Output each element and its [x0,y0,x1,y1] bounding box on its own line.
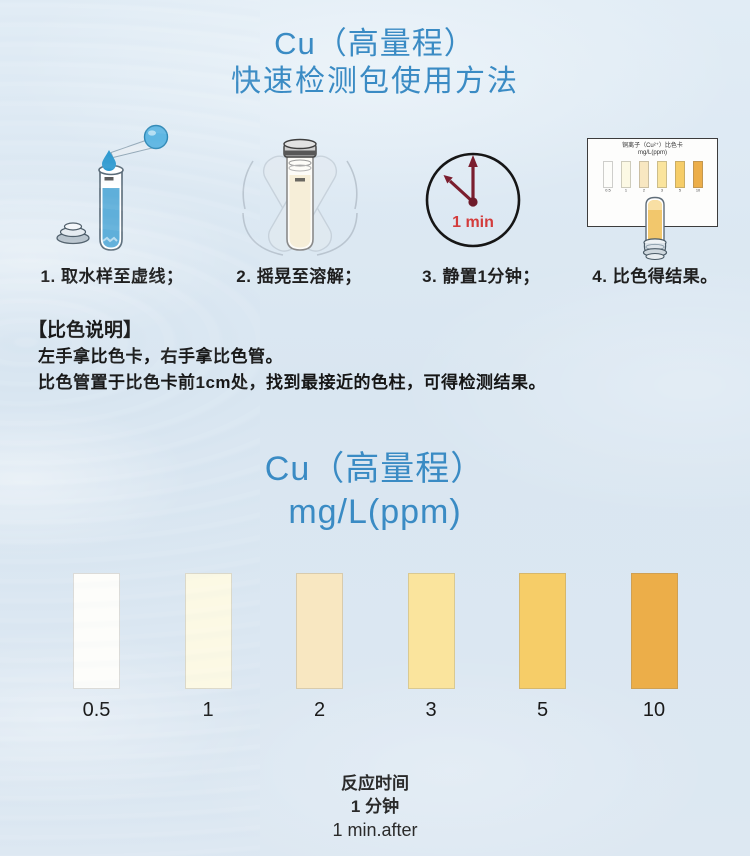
colorimetric-note: 【比色说明】 左手拿比色卡，右手拿比色管。 比色管置于比色卡前1cm处，找到最接… [28,318,728,396]
step-3-caption: 3. 静置1分钟； [422,267,540,286]
timer-duration-label: 1 min [452,214,494,231]
scale-swatch-2: 2 [296,573,343,722]
reaction-time-note: 反应时间 1 分钟 1 min.after [0,772,750,842]
step-1-caption: 1. 取水样至虚线； [40,267,184,286]
header-title-line2: 快速检测包使用方法 [231,65,519,98]
mini-swatch-label: 2 [642,189,645,193]
scale-title: Cu（高量程） mg/L(ppm) [0,448,750,534]
scale-swatch-1: 1 [184,573,232,722]
shake-tube-icon [242,138,358,256]
note-line-2: 比色管置于比色卡前1cm处，找到最接近的色柱，可得检测结果。 [38,373,547,392]
swatch-color [296,573,343,689]
scale-swatch-10: 10 [630,573,678,722]
swatch-label: 3 [425,699,437,721]
header-title: Cu（高量程） 快速检测包使用方法 [0,24,750,101]
mini-card-title-line2: mg/L(ppm) [637,150,667,156]
clock-hands [443,155,478,207]
scale-title-line1: Cu（高量程） [264,450,486,488]
scale-swatch-0.5: 0.5 [73,573,120,722]
mini-card-title-line1: 铜离子（Cu²⁺）比色卡 [622,143,683,149]
sample-dropper-tube-icon [56,124,169,251]
swatch-label: 2 [313,699,326,721]
step-2-caption: 2. 摇晃至溶解； [236,267,362,286]
swatch-color [519,573,566,689]
swatch-label: 10 [642,699,666,721]
comparison-tube-icon [642,196,668,261]
swatch-label: 1 [202,699,214,721]
mini-swatch [674,161,685,188]
mini-swatch-label: 1 [624,189,627,193]
mini-swatch [692,161,703,188]
water-drop-icon [102,150,116,171]
mini-swatch-row [588,161,717,188]
mini-swatch-label: 3 [660,189,663,193]
swatch-label: 0.5 [82,699,111,721]
capped-tube-icon [283,138,317,251]
shake-motion-arcs [242,160,358,256]
color-scale: 0.5 1 2 3 5 10 [0,573,750,722]
note-heading: 【比色说明】 [28,320,143,341]
mini-swatch [620,161,631,188]
swatch-color [407,573,455,689]
swatch-label: 5 [536,699,549,721]
fill-line-mark [104,177,114,181]
note-line-1: 左手拿比色卡，右手拿比色管。 [38,347,283,366]
mini-swatch-label: 10 [695,189,700,193]
tube-cap-icon [56,222,90,245]
reaction-time-en: 1 min.after [332,820,418,840]
fill-line-mark [295,178,305,182]
tube-cap-icon [642,238,668,261]
reaction-time-zh: 1 分钟 [350,797,400,816]
reaction-time-label: 反应时间 [341,774,409,793]
scale-swatch-3: 3 [407,573,455,722]
test-tube-icon [98,164,124,251]
scale-title-line2: mg/L(ppm) [288,493,462,531]
swatch-color [73,573,120,689]
step-4-caption: 4. 比色得结果。 [592,267,718,286]
swatch-color [630,573,678,689]
mini-swatch [656,161,667,188]
mini-swatch [602,161,613,188]
header-title-line1: Cu（高量程） [274,26,476,61]
swatch-color [184,573,232,689]
mini-swatch-label: 5 [678,189,681,193]
mini-label-row: 0.5 1 2 3 5 10 [588,189,717,195]
dropper-icon [110,124,169,159]
scale-swatch-5: 5 [519,573,566,722]
mini-swatch-label: 0.5 [604,189,611,193]
timer-icon: 1 min [425,152,521,248]
mini-swatch [638,161,649,188]
